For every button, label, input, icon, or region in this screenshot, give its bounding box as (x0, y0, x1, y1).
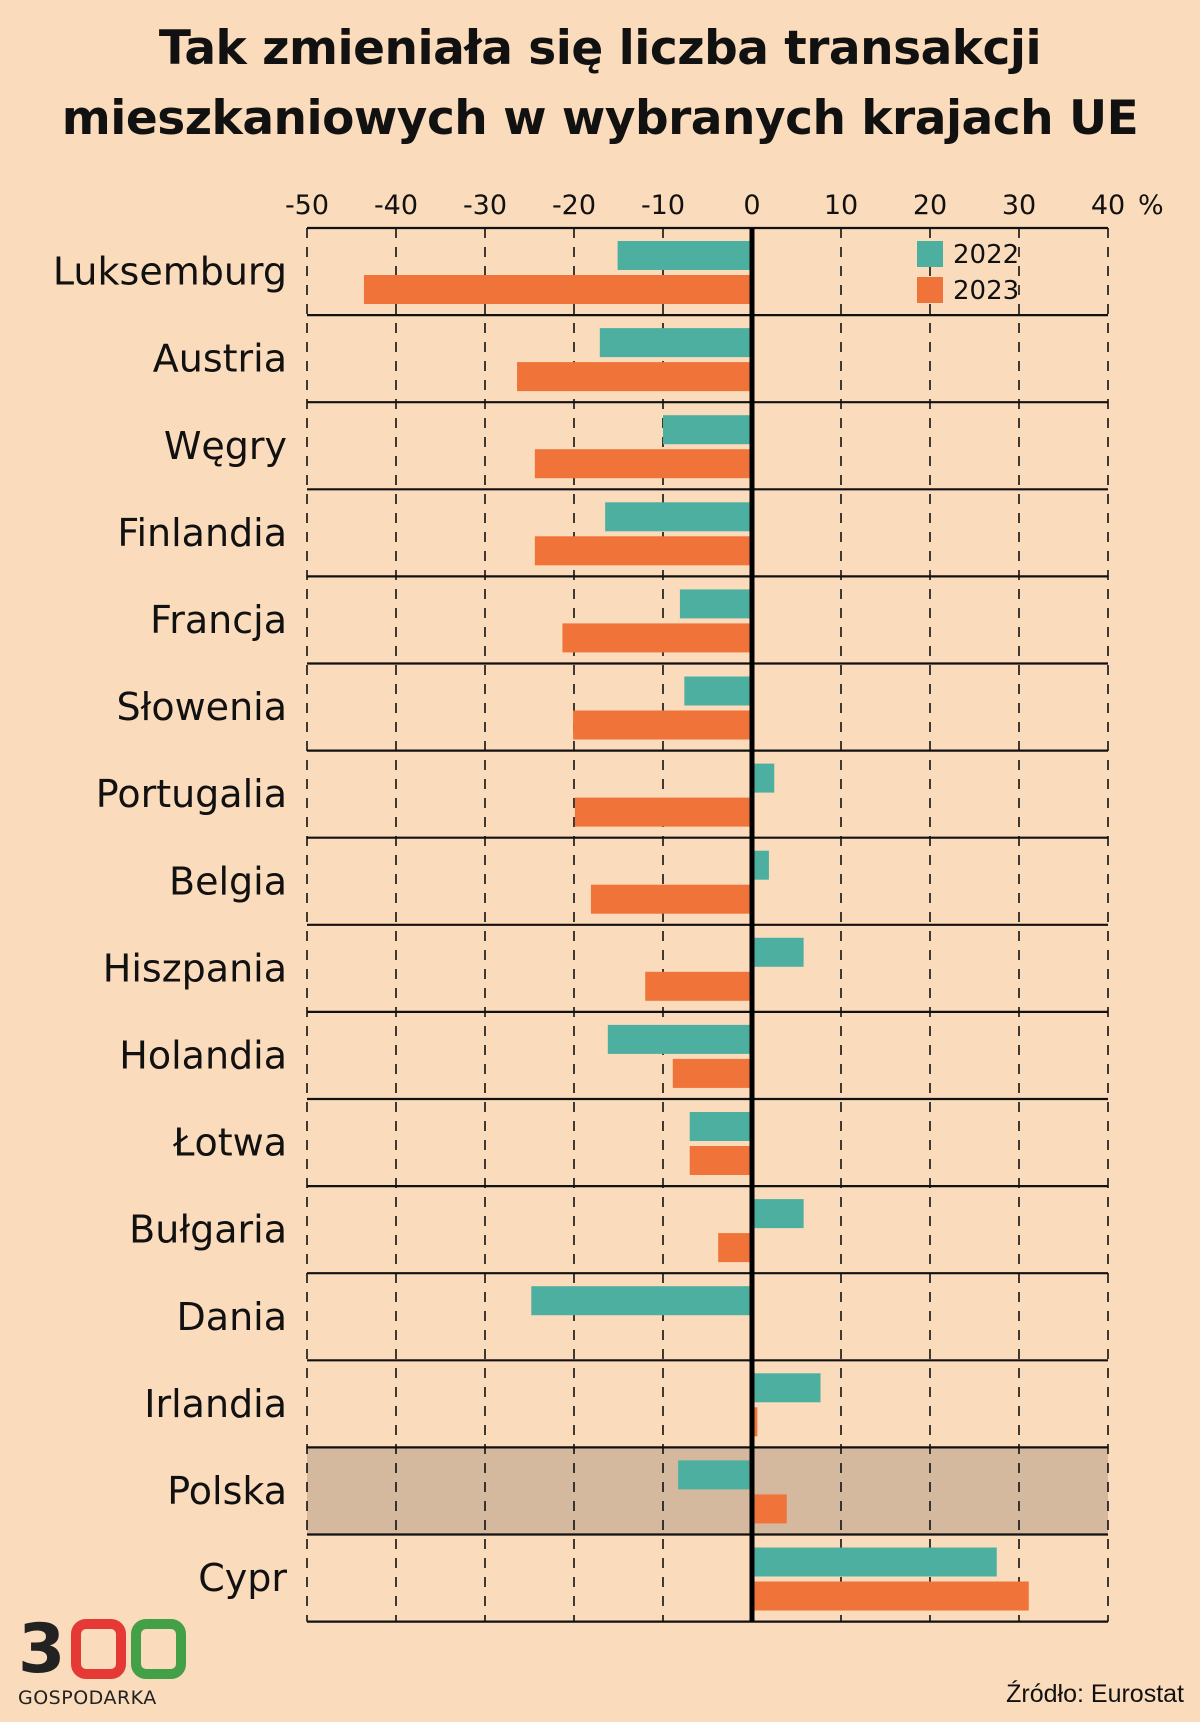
legend-label-2022: 2022 (953, 240, 1019, 270)
category-label: Luksemburg (53, 250, 287, 294)
bar-2022-austria (600, 328, 752, 357)
bar-2023-polska (752, 1494, 787, 1523)
legend-swatch-2022 (917, 241, 943, 267)
bar-2023-portugalia (575, 798, 752, 827)
bar-2022-bułgaria (752, 1199, 804, 1228)
x-tick-label: 0 (743, 190, 760, 221)
logo-digit-0-green (136, 1624, 181, 1674)
category-label: Francja (150, 598, 287, 642)
bar-2022-słowenia (684, 677, 752, 706)
bar-2022-francja (680, 589, 752, 618)
category-label: Bułgaria (129, 1208, 287, 1252)
bar-2023-belgia (591, 885, 752, 914)
bar-2022-belgia (752, 851, 769, 880)
bar-2023-bułgaria (718, 1233, 752, 1262)
bar-2022-luksemburg (618, 241, 752, 270)
bar-2023-hiszpania (645, 972, 752, 1001)
legend: 2022 2023 (917, 240, 1019, 306)
bar-2023-luksemburg (364, 275, 752, 304)
logo-300-gospodarka: 3 GOSPODARKA (18, 1612, 188, 1716)
x-tick-label: -10 (641, 190, 685, 221)
x-tick-label: 10 (824, 190, 858, 221)
x-axis-ticks: -50 -40 -30 -20 -10 0 10 20 30 40% (285, 190, 1164, 221)
legend-label-2023: 2023 (953, 276, 1019, 306)
bar-2023-austria (517, 362, 752, 391)
x-tick-label: -30 (463, 190, 507, 221)
bar-2023-węgry (535, 449, 752, 478)
category-label: Cypr (198, 1556, 287, 1600)
bar-2023-holandia (673, 1059, 752, 1088)
category-label: Portugalia (96, 772, 287, 816)
category-label: Austria (153, 337, 287, 381)
category-label: Holandia (119, 1033, 287, 1077)
bar-2022-irlandia (752, 1373, 821, 1402)
category-label: Węgry (164, 424, 287, 468)
bar-2023-słowenia (573, 711, 752, 740)
bar-2023-cypr (752, 1582, 1029, 1611)
bar-2023-łotwa (690, 1146, 752, 1175)
x-tick-label: 30 (1002, 190, 1036, 221)
logo-digit-0-red (76, 1624, 121, 1674)
x-tick-label: -20 (552, 190, 596, 221)
bar-chart: -50 -40 -30 -20 -10 0 10 20 30 40% Luksemburg Aust… (0, 0, 1200, 1660)
logo-digit-3: 3 (18, 1612, 65, 1689)
category-label: Dania (177, 1295, 287, 1339)
bar-2022-dania (531, 1286, 752, 1315)
category-label: Łotwa (172, 1121, 287, 1165)
logo-text: GOSPODARKA (18, 1687, 157, 1709)
x-tick-label: 40 (1091, 190, 1125, 221)
bar-2022-polska (678, 1460, 752, 1489)
x-tick-label: -40 (374, 190, 418, 221)
x-unit-label: % (1138, 190, 1164, 221)
bar-2023-francja (562, 623, 752, 652)
category-label: Finlandia (117, 511, 287, 555)
bar-2022-holandia (608, 1025, 752, 1054)
bar-2022-hiszpania (752, 938, 804, 967)
category-label: Irlandia (144, 1382, 287, 1426)
x-tick-label: -50 (285, 190, 329, 221)
bar-2022-portugalia (752, 764, 774, 793)
category-labels: Luksemburg Austria Węgry Finlandia Francja Sł… (53, 250, 287, 1601)
legend-swatch-2023 (917, 277, 943, 303)
category-label: Polska (167, 1469, 287, 1513)
category-label: Hiszpania (103, 946, 287, 990)
x-tick-label: 20 (913, 190, 947, 221)
category-label: Belgia (169, 859, 287, 903)
bar-2022-finlandia (605, 502, 752, 531)
bar-2022-cypr (752, 1548, 997, 1577)
bar-2023-finlandia (535, 536, 752, 565)
category-label: Słowenia (116, 685, 287, 729)
bar-2022-węgry (663, 415, 752, 444)
bar-2022-łotwa (690, 1112, 752, 1141)
source-note: Źródło: Eurostat (1006, 1680, 1184, 1709)
